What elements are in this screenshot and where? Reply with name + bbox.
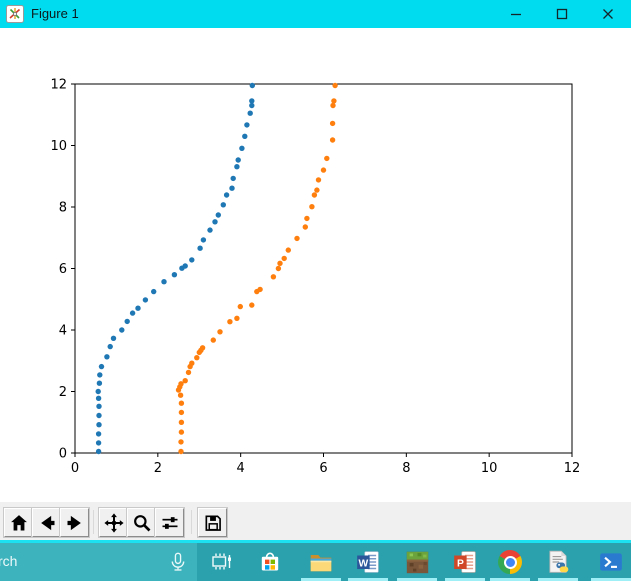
svg-text:8: 8 (402, 461, 410, 476)
minimize-button[interactable] (493, 0, 539, 28)
windows-taskbar: rch (0, 543, 631, 581)
task-view-icon (212, 553, 231, 570)
chrome-button[interactable] (487, 543, 533, 581)
python-file-button[interactable] (535, 543, 581, 581)
microsoft-store-button[interactable] (247, 543, 293, 581)
configure-subplots-button[interactable] (155, 508, 184, 537)
zoom-button[interactable] (127, 508, 156, 537)
search-placeholder-fragment: rch (0, 553, 18, 569)
svg-text:2: 2 (59, 385, 67, 400)
arrow-left-icon (40, 515, 54, 530)
home-button[interactable] (4, 508, 33, 537)
matplotlib-toolbar (0, 502, 631, 540)
word-button[interactable]: W (345, 543, 391, 581)
svg-text:4: 4 (237, 461, 245, 476)
figure-canvas[interactable]: 0 2 4 6 8 10 12 0 2 4 6 8 10 12 (0, 28, 631, 502)
chrome-icon (498, 550, 522, 574)
svg-text:12: 12 (50, 78, 67, 93)
svg-text:10: 10 (481, 461, 498, 476)
svg-text:0: 0 (59, 447, 67, 462)
file-explorer-icon (310, 554, 332, 572)
forward-button[interactable] (60, 508, 89, 537)
microsoft-store-icon (261, 552, 279, 571)
toolbar-separator (191, 510, 192, 534)
toolbar-separator (93, 510, 94, 534)
svg-text:W: W (359, 558, 369, 569)
taskbar-search-input[interactable]: rch (0, 543, 197, 581)
word-icon: W (357, 551, 379, 573)
minecraft-icon (406, 551, 428, 573)
save-button[interactable] (198, 508, 227, 537)
window-titlebar[interactable]: Figure 1 (0, 0, 631, 28)
svg-text:0: 0 (71, 461, 79, 476)
window-title: Figure 1 (31, 6, 79, 21)
python-file-icon (549, 550, 569, 573)
running-indicator (397, 578, 437, 581)
close-button[interactable] (585, 0, 631, 28)
back-button[interactable] (32, 508, 61, 537)
running-indicator (538, 578, 578, 581)
running-indicator (490, 578, 530, 581)
floppy-disk-icon (205, 515, 221, 531)
running-indicator (445, 578, 485, 581)
maximize-button[interactable] (539, 0, 585, 28)
svg-text:8: 8 (59, 201, 67, 216)
svg-text:2: 2 (154, 461, 162, 476)
pan-button[interactable] (99, 508, 128, 537)
powershell-icon (600, 553, 622, 571)
minecraft-button[interactable] (394, 543, 440, 581)
svg-text:6: 6 (319, 461, 327, 476)
window-controls (493, 0, 631, 28)
home-icon (10, 514, 27, 530)
move-icon (103, 512, 124, 533)
matplotlib-app-icon (6, 5, 24, 23)
arrow-right-icon (67, 515, 81, 530)
svg-text:P: P (457, 558, 464, 569)
microphone-icon[interactable] (167, 551, 189, 573)
running-indicator (301, 578, 341, 581)
svg-text:4: 4 (59, 324, 67, 339)
task-view-button[interactable] (199, 543, 245, 581)
file-explorer-button[interactable] (298, 543, 344, 581)
sliders-icon (162, 516, 177, 529)
powerpoint-icon: P (454, 551, 476, 573)
running-indicator (348, 578, 388, 581)
powerpoint-button[interactable]: P (442, 543, 488, 581)
running-indicator (591, 578, 631, 581)
svg-text:12: 12 (564, 461, 581, 476)
svg-text:10: 10 (50, 139, 67, 154)
svg-text:6: 6 (59, 262, 67, 277)
window-bottom-accent (0, 540, 631, 543)
magnifier-icon (133, 514, 150, 531)
powershell-button[interactable] (588, 543, 631, 581)
scatter-plot[interactable]: 0 2 4 6 8 10 12 0 2 4 6 8 10 12 (0, 28, 631, 502)
